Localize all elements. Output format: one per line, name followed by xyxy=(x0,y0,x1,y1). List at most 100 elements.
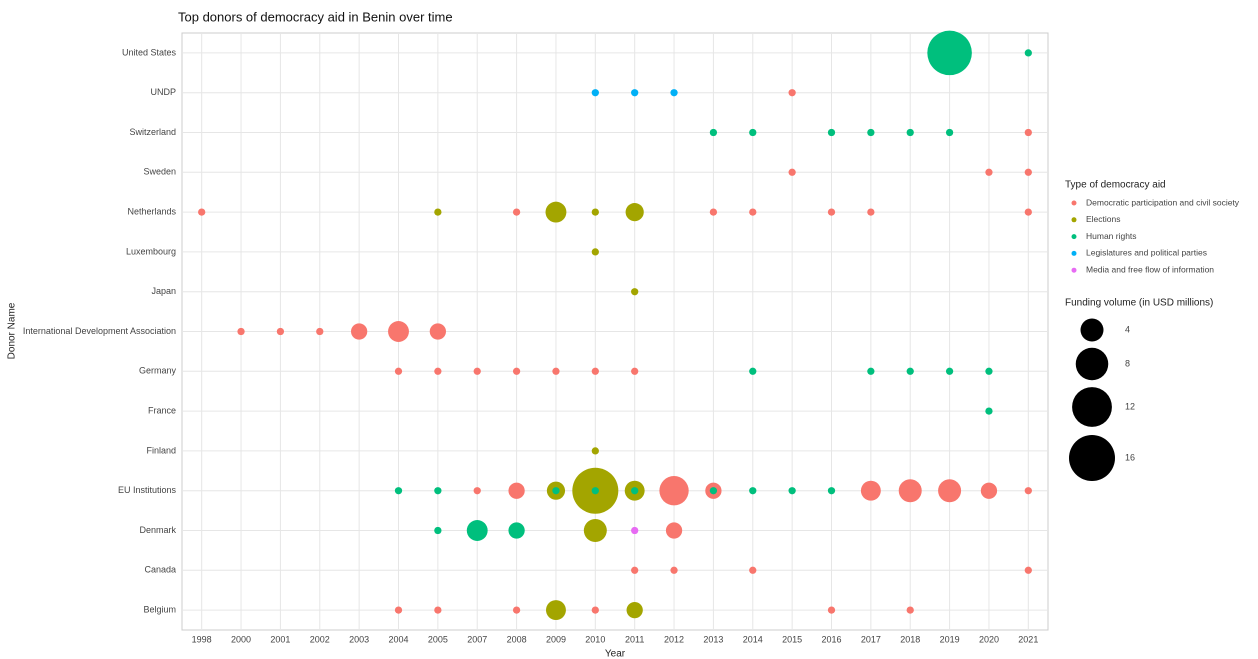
bubble xyxy=(827,208,836,216)
bubble xyxy=(316,327,324,336)
bubble xyxy=(1024,168,1032,176)
bubble xyxy=(198,208,206,216)
bubble xyxy=(351,323,368,340)
x-tick-label: 2009 xyxy=(546,634,566,644)
legend-title: Type of democracy aid xyxy=(1065,180,1166,191)
y-tick-label: Luxembourg xyxy=(126,246,176,256)
bubble xyxy=(898,479,922,503)
bubble xyxy=(709,487,718,495)
bubble xyxy=(906,606,914,614)
bubble xyxy=(473,487,481,495)
bubble xyxy=(434,208,442,216)
size-legend-label: 12 xyxy=(1125,401,1135,411)
legend-swatch xyxy=(1071,250,1077,256)
x-tick-label: 2012 xyxy=(664,634,684,644)
bubble xyxy=(429,323,446,340)
bubble xyxy=(867,367,875,375)
x-tick-label: 2011 xyxy=(625,634,644,644)
legend-swatch xyxy=(1071,234,1077,240)
bubble xyxy=(788,168,796,176)
x-tick-label: 2005 xyxy=(428,634,448,644)
bubble xyxy=(938,479,962,503)
bubble xyxy=(749,128,757,137)
y-tick-label: France xyxy=(148,405,176,415)
size-legend-label: 4 xyxy=(1125,324,1130,334)
bubble xyxy=(473,367,481,375)
bubble xyxy=(980,482,998,499)
chart-title: Top donors of democracy aid in Benin ove… xyxy=(178,9,453,24)
y-axis-title: Donor Name xyxy=(7,302,18,359)
bubble xyxy=(827,606,836,614)
bubble xyxy=(670,89,678,97)
y-tick-label: International Development Association xyxy=(23,326,176,336)
bubble xyxy=(827,487,836,495)
bubble xyxy=(512,208,521,216)
x-tick-label: 2013 xyxy=(703,634,723,644)
bubble xyxy=(985,407,993,415)
bubble xyxy=(545,201,567,223)
legend-label: Democratic participation and civil socie… xyxy=(1086,197,1240,207)
bubble xyxy=(1024,208,1032,216)
bubble xyxy=(388,321,409,342)
bubble xyxy=(788,89,796,97)
bubble xyxy=(1024,487,1032,495)
x-tick-label: 2019 xyxy=(940,634,960,644)
x-tick-label: 2003 xyxy=(349,634,369,644)
bubble xyxy=(591,89,599,97)
y-tick-label: United States xyxy=(122,47,177,57)
bubble xyxy=(434,606,442,614)
size-legend-label: 16 xyxy=(1125,452,1135,462)
y-tick-label: Japan xyxy=(151,286,176,296)
bubble xyxy=(466,520,488,541)
size-legend-circle xyxy=(1069,435,1115,481)
bubble xyxy=(985,168,993,176)
legend-label: Human rights xyxy=(1086,231,1137,241)
y-tick-label: Finland xyxy=(146,445,176,455)
size-legend-label: 8 xyxy=(1125,358,1130,368)
x-tick-label: 2002 xyxy=(310,634,330,644)
y-tick-label: Switzerland xyxy=(129,127,176,137)
bubble xyxy=(394,606,403,614)
legend-swatch xyxy=(1071,200,1077,206)
bubble xyxy=(1024,128,1032,137)
bubble xyxy=(508,522,525,539)
size-legend-title: Funding volume (in USD millions) xyxy=(1065,298,1213,309)
x-tick-label: 2008 xyxy=(507,634,527,644)
bubble xyxy=(827,128,836,137)
size-legend-circle xyxy=(1075,347,1109,381)
bubble xyxy=(906,128,914,137)
x-tick-label: 2016 xyxy=(821,634,841,644)
bubble xyxy=(552,487,560,495)
bubble xyxy=(591,208,599,216)
bubble xyxy=(512,367,521,375)
x-tick-label: 1998 xyxy=(192,634,212,644)
bubble xyxy=(552,367,560,375)
bubble xyxy=(906,367,914,375)
legend-label: Elections xyxy=(1086,214,1121,224)
y-tick-label: UNDP xyxy=(150,87,176,97)
bubble xyxy=(626,601,643,619)
x-tick-label: 2001 xyxy=(270,634,290,644)
x-tick-label: 2020 xyxy=(979,634,999,644)
legend-swatch xyxy=(1071,267,1077,273)
x-tick-label: 2017 xyxy=(861,634,881,644)
bubble xyxy=(1024,49,1032,57)
bubble xyxy=(749,208,757,216)
bubble xyxy=(434,487,442,495)
x-tick-label: 2015 xyxy=(782,634,802,644)
bubble xyxy=(788,487,796,495)
bubble xyxy=(631,566,639,574)
bubble xyxy=(659,476,689,506)
bubble xyxy=(591,248,599,256)
bubble xyxy=(631,526,639,535)
bubble xyxy=(709,128,718,137)
x-tick-label: 2014 xyxy=(743,634,763,644)
legend-label: Media and free flow of information xyxy=(1086,264,1214,274)
x-axis-title: Year xyxy=(605,649,626,659)
bubble xyxy=(591,606,599,614)
bubble xyxy=(434,526,442,535)
bubble xyxy=(631,288,639,296)
bubble xyxy=(591,447,599,455)
bubble xyxy=(631,89,639,97)
x-tick-label: 2021 xyxy=(1018,634,1038,644)
